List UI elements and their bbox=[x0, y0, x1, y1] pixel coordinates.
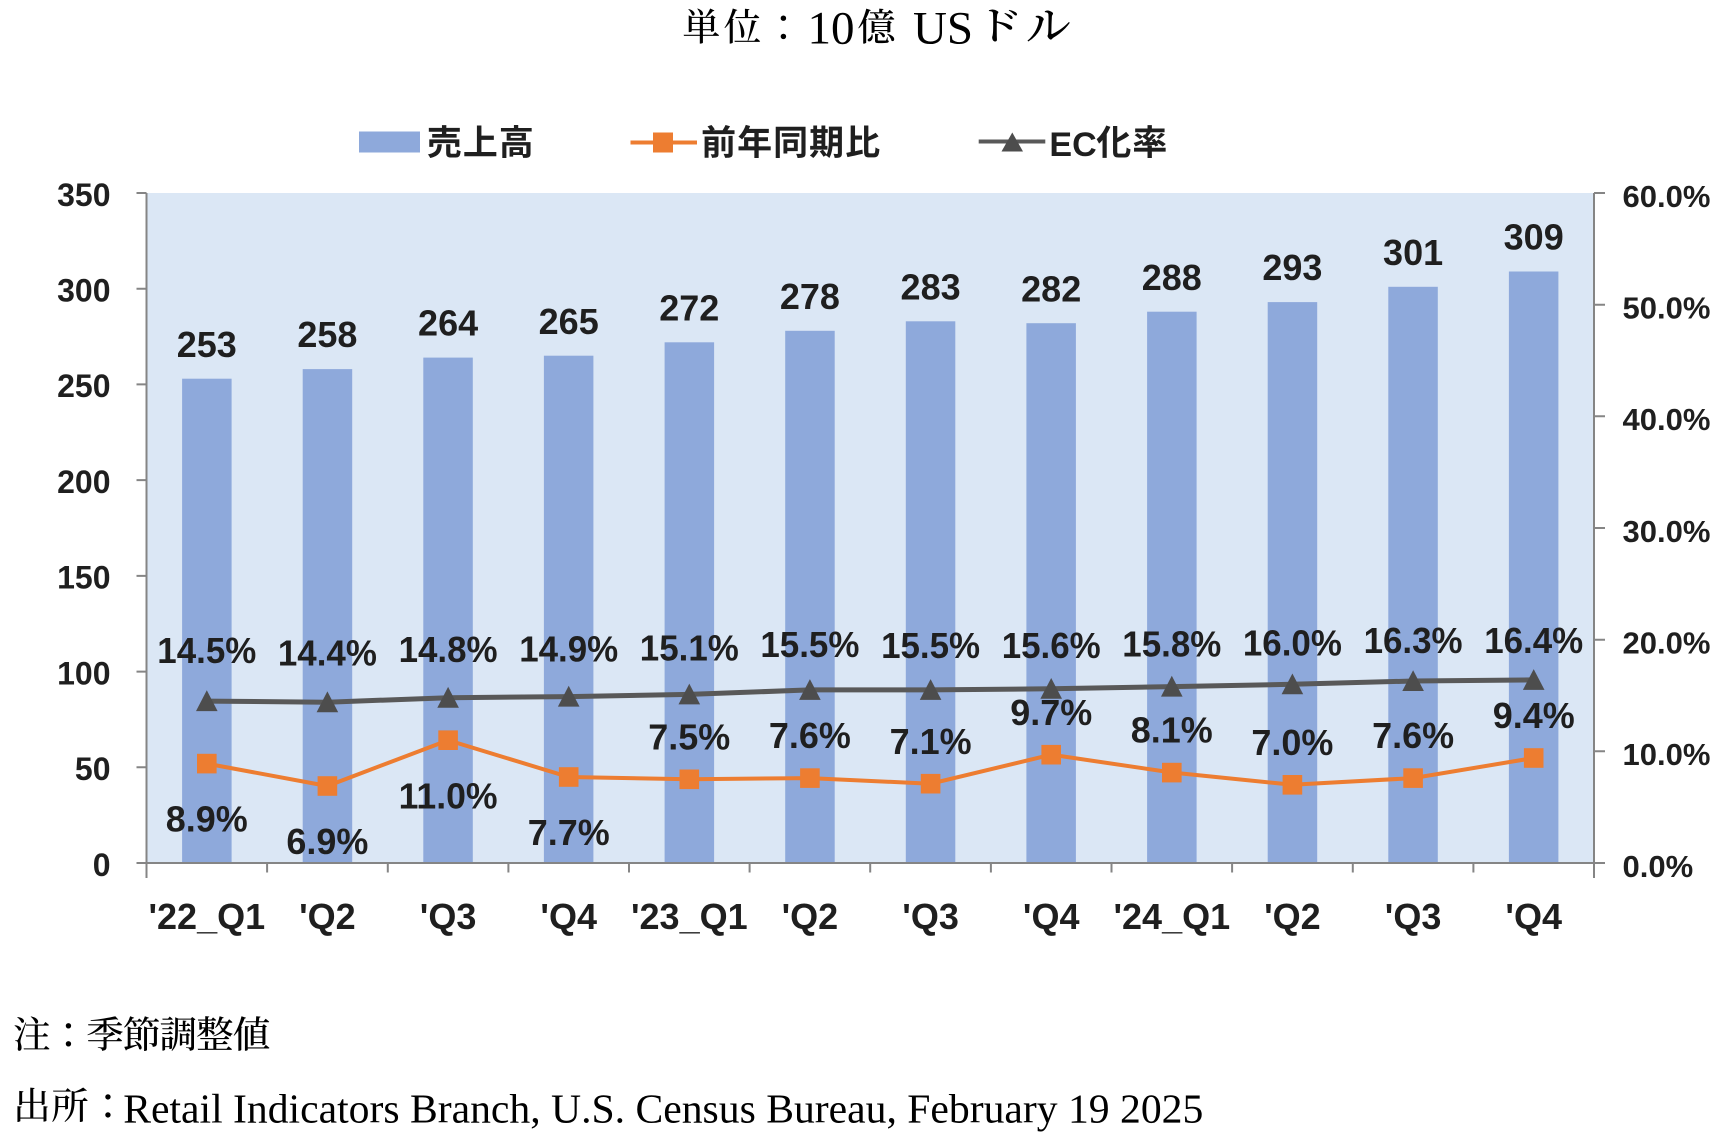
svg-text:10: 10 bbox=[808, 3, 855, 55]
svg-text:7.0%: 7.0% bbox=[1251, 722, 1333, 763]
svg-text:7.6%: 7.6% bbox=[769, 715, 851, 756]
svg-text:150: 150 bbox=[57, 560, 110, 596]
svg-text:200: 200 bbox=[57, 464, 110, 500]
svg-text:'22_Q1: '22_Q1 bbox=[148, 896, 265, 937]
svg-text:'Q2: 'Q2 bbox=[1264, 896, 1321, 937]
svg-text:'23_Q1: '23_Q1 bbox=[631, 896, 748, 937]
svg-text:293: 293 bbox=[1262, 247, 1322, 288]
svg-text:7.1%: 7.1% bbox=[890, 721, 972, 762]
svg-text:14.5%: 14.5% bbox=[157, 630, 256, 671]
svg-text:7.5%: 7.5% bbox=[648, 716, 730, 757]
svg-text:11.0%: 11.0% bbox=[399, 775, 498, 816]
svg-text:50.0%: 50.0% bbox=[1623, 291, 1711, 326]
svg-text:Retail Indicators Branch, U.S.: Retail Indicators Branch, U.S. Census Bu… bbox=[123, 1087, 1203, 1133]
svg-text:'24_Q1: '24_Q1 bbox=[1113, 896, 1230, 937]
svg-text:10.0%: 10.0% bbox=[1623, 737, 1711, 772]
svg-text:15.5%: 15.5% bbox=[881, 625, 980, 666]
svg-text:265: 265 bbox=[539, 301, 599, 342]
svg-text:253: 253 bbox=[177, 324, 237, 365]
svg-text:9.4%: 9.4% bbox=[1493, 695, 1575, 736]
svg-text:7.6%: 7.6% bbox=[1372, 715, 1454, 756]
svg-text:0: 0 bbox=[93, 847, 111, 883]
svg-text:'Q3: 'Q3 bbox=[1385, 896, 1442, 937]
svg-text:16.0%: 16.0% bbox=[1243, 622, 1342, 663]
svg-text:283: 283 bbox=[901, 266, 961, 307]
svg-text:US: US bbox=[913, 3, 973, 55]
svg-text:288: 288 bbox=[1142, 257, 1202, 298]
svg-text:14.4%: 14.4% bbox=[278, 632, 377, 673]
svg-text:20.0%: 20.0% bbox=[1623, 626, 1711, 661]
svg-text:9.7%: 9.7% bbox=[1010, 692, 1092, 733]
svg-text:'Q4: 'Q4 bbox=[540, 896, 597, 937]
svg-text:'Q2: 'Q2 bbox=[782, 896, 839, 937]
svg-text:30.0%: 30.0% bbox=[1623, 514, 1711, 549]
svg-text:15.8%: 15.8% bbox=[1122, 624, 1221, 665]
svg-text:15.5%: 15.5% bbox=[760, 624, 859, 665]
svg-text:14.8%: 14.8% bbox=[399, 629, 498, 670]
svg-text:14.9%: 14.9% bbox=[519, 629, 618, 670]
svg-text:'Q2: 'Q2 bbox=[299, 896, 356, 937]
svg-text:8.9%: 8.9% bbox=[166, 799, 248, 840]
svg-text:278: 278 bbox=[780, 276, 840, 317]
svg-text:100: 100 bbox=[57, 655, 110, 691]
svg-text:282: 282 bbox=[1021, 268, 1081, 309]
svg-text:300: 300 bbox=[57, 273, 110, 309]
svg-text:50: 50 bbox=[75, 751, 111, 787]
svg-text:16.4%: 16.4% bbox=[1484, 620, 1583, 661]
svg-text:250: 250 bbox=[57, 368, 110, 404]
svg-text:'Q4: 'Q4 bbox=[1505, 896, 1562, 937]
svg-text:258: 258 bbox=[297, 314, 357, 355]
svg-text:15.6%: 15.6% bbox=[1002, 625, 1101, 666]
svg-text:EC: EC bbox=[1049, 126, 1096, 164]
svg-text:7.7%: 7.7% bbox=[528, 812, 610, 853]
svg-text:309: 309 bbox=[1504, 217, 1564, 258]
svg-text:350: 350 bbox=[57, 177, 110, 213]
svg-text:8.1%: 8.1% bbox=[1131, 710, 1213, 751]
svg-text:264: 264 bbox=[418, 303, 478, 344]
svg-text:60.0%: 60.0% bbox=[1623, 179, 1711, 214]
svg-text:15.1%: 15.1% bbox=[640, 628, 739, 669]
svg-text:301: 301 bbox=[1383, 232, 1443, 273]
svg-text:0.0%: 0.0% bbox=[1623, 849, 1694, 884]
svg-text:16.3%: 16.3% bbox=[1364, 620, 1463, 661]
svg-text:'Q3: 'Q3 bbox=[420, 896, 477, 937]
svg-text:'Q3: 'Q3 bbox=[902, 896, 959, 937]
svg-text:6.9%: 6.9% bbox=[286, 821, 368, 862]
svg-text:'Q4: 'Q4 bbox=[1023, 896, 1080, 937]
svg-text:272: 272 bbox=[659, 287, 719, 328]
svg-text:40.0%: 40.0% bbox=[1623, 402, 1711, 437]
